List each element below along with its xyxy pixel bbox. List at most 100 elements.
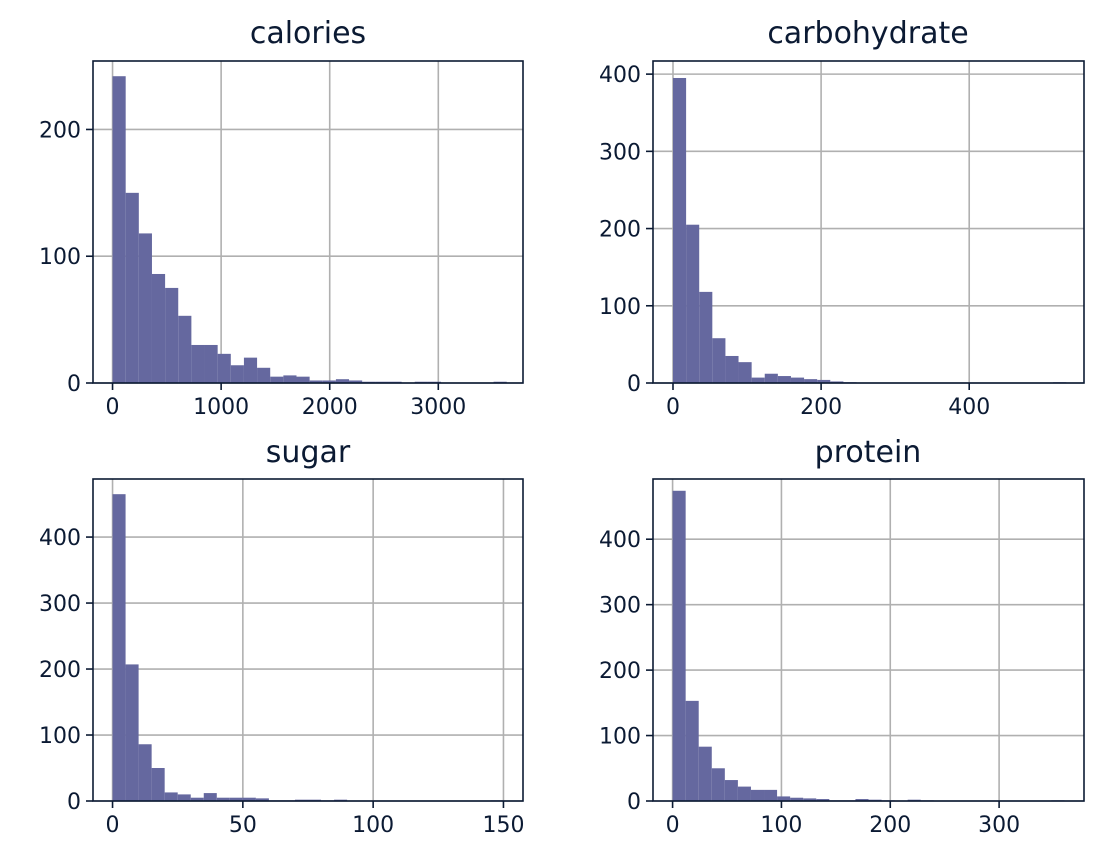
y-tick-label: 200	[39, 658, 81, 683]
histogram-bar	[698, 746, 712, 801]
histogram-bar	[699, 291, 713, 383]
x-tick-label: 2000	[302, 395, 358, 420]
panel-title-carbohydrate: carbohydrate	[767, 16, 968, 51]
histogram-bar	[204, 344, 218, 383]
histogram-bar	[322, 380, 336, 383]
y-tick-label: 200	[599, 659, 641, 684]
histogram-bar	[229, 797, 243, 801]
histogram-panel-calories: calories 0 1000 2000 3000 0 100 200	[39, 16, 524, 420]
histogram-bar	[112, 76, 126, 384]
x-tick-label: 0	[666, 395, 680, 420]
y-tick-label: 400	[599, 63, 641, 88]
histogram-bar	[335, 379, 350, 383]
y-tick-label: 300	[39, 592, 81, 617]
y-tick-label: 0	[627, 790, 641, 815]
x-tick-label: 400	[948, 395, 990, 420]
gridlines	[93, 479, 523, 802]
y-tick-label: 0	[67, 790, 81, 815]
histogram-bar	[712, 338, 726, 383]
histogram-bar	[751, 377, 765, 383]
x-tick-label: 1000	[193, 395, 249, 420]
y-tick-label: 100	[39, 245, 81, 270]
axes-frame	[92, 478, 524, 802]
histogram-panel-sugar: sugar 0 50 100 150 0 100 200 300 400	[39, 435, 524, 838]
histogram-bar	[711, 768, 725, 801]
x-tick-label: 50	[229, 813, 257, 838]
ticks: 0 1000 2000 3000 0 100 200	[39, 118, 466, 420]
histogram-bar	[777, 796, 791, 801]
axes-frame	[652, 60, 1085, 384]
panel-title-protein: protein	[815, 435, 922, 470]
histogram-bar	[270, 376, 284, 383]
histogram-panel-carbohydrate: carbohydrate 0 200 400 0 100 200 300 400	[599, 16, 1085, 420]
histogram-bar	[257, 367, 271, 383]
x-tick-label: 150	[482, 813, 524, 838]
y-tick-label: 400	[39, 526, 81, 551]
histogram-bar	[242, 797, 256, 801]
ticks: 0 100 200 300 0 100 200 300 400	[599, 528, 1020, 838]
histogram-bar	[230, 365, 244, 383]
histogram-bar	[816, 799, 830, 801]
histogram-bar	[190, 797, 204, 801]
histogram-bar	[309, 380, 323, 383]
histogram-bar	[138, 744, 152, 801]
y-tick-label: 0	[627, 372, 641, 397]
histogram-bar	[138, 233, 152, 383]
histogram-panel-protein: protein 0 100 200 300 0 100 200 300 400	[599, 435, 1085, 838]
y-tick-label: 400	[599, 528, 641, 553]
y-tick-label: 0	[67, 372, 81, 397]
histogram-bar	[296, 376, 310, 383]
histogram-bar	[790, 797, 804, 801]
histogram-bar	[255, 798, 269, 801]
x-tick-label: 100	[760, 813, 802, 838]
histogram-bar	[777, 376, 791, 383]
bars	[672, 77, 1067, 383]
histogram-bar	[151, 768, 165, 801]
histogram-bar	[125, 192, 139, 383]
histogram-bar	[686, 224, 700, 383]
histogram-bar	[177, 794, 191, 801]
y-tick-label: 200	[599, 218, 641, 243]
y-tick-label: 100	[39, 724, 81, 749]
histogram-bar	[165, 287, 179, 383]
y-tick-label: 200	[39, 118, 81, 143]
histogram-bar	[750, 789, 765, 801]
gridlines	[653, 61, 1084, 384]
panel-title-sugar: sugar	[266, 435, 351, 470]
histogram-bar	[243, 357, 258, 383]
histogram-bar	[855, 799, 869, 801]
histogram-bar	[685, 700, 699, 801]
histogram-bar	[125, 664, 139, 801]
x-tick-label: 300	[978, 813, 1020, 838]
x-tick-label: 0	[666, 813, 680, 838]
histogram-bar	[112, 494, 126, 801]
histogram-bar	[790, 377, 805, 383]
histogram-bar	[764, 789, 778, 801]
histogram-bar	[203, 793, 217, 801]
gridlines	[653, 479, 1084, 802]
axes-frame	[92, 60, 524, 384]
ticks: 0 200 400 0 100 200 300 400	[599, 63, 990, 420]
histogram-bar	[737, 786, 751, 801]
histogram-bar	[803, 798, 817, 801]
y-tick-label: 300	[599, 140, 641, 165]
x-tick-label: 100	[352, 813, 394, 838]
histogram-bar	[672, 490, 686, 801]
histogram-bar	[764, 373, 778, 383]
x-tick-label: 200	[800, 395, 842, 420]
x-tick-label: 200	[869, 813, 911, 838]
histogram-bar	[191, 344, 205, 383]
histogram-bar	[804, 379, 818, 383]
x-tick-label: 0	[106, 395, 120, 420]
bars	[112, 494, 504, 801]
x-tick-label: 3000	[410, 395, 466, 420]
histogram-bar	[151, 273, 166, 383]
y-tick-label: 300	[599, 594, 641, 619]
histogram-bar	[724, 780, 738, 801]
axes-frame	[652, 478, 1085, 802]
histogram-bar	[817, 379, 831, 383]
y-tick-label: 100	[599, 295, 641, 320]
histogram-bar	[217, 353, 231, 383]
histogram-bar	[672, 77, 687, 383]
